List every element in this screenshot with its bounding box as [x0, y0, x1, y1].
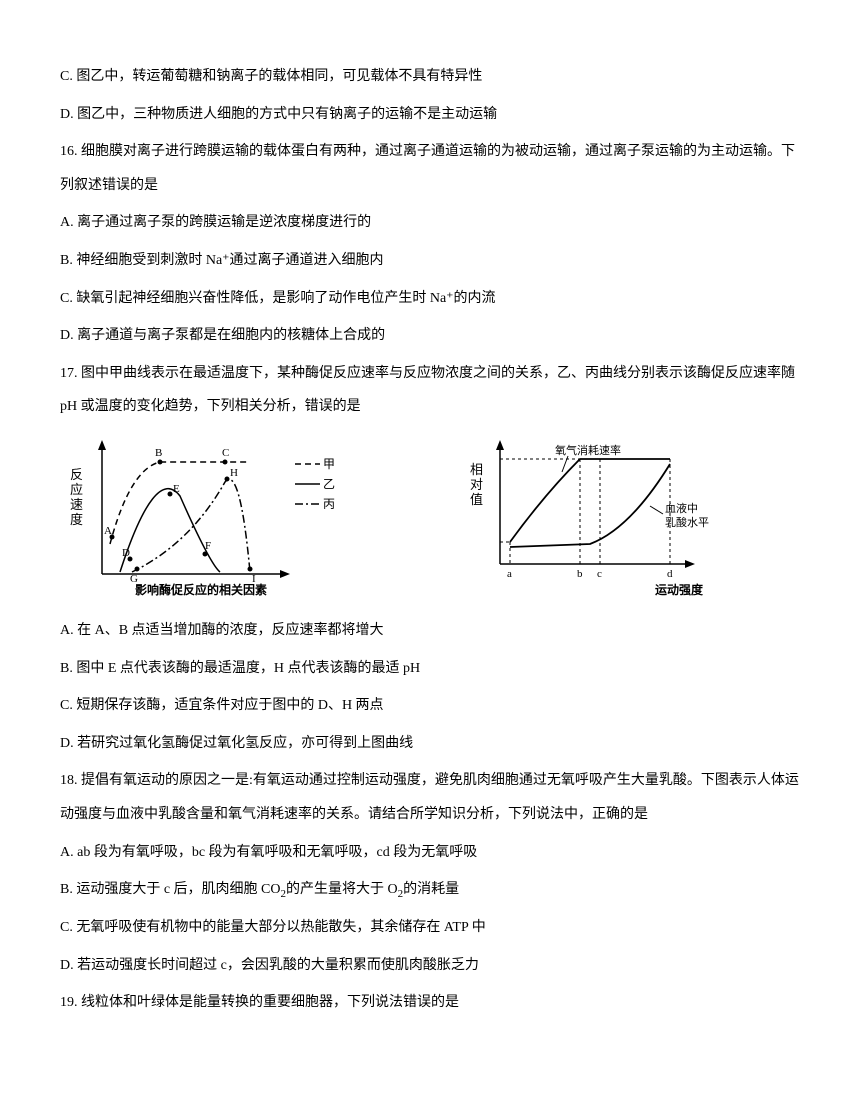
q18-option-a: A. ab 段为有氧呼吸，bc 段为有氧呼吸和无氧呼吸，cd 段为无氧呼吸	[60, 836, 800, 870]
svg-text:运动强度: 运动强度	[655, 582, 704, 597]
option-c: C. 图乙中，转运葡萄糖和钠离子的载体相同，可见载体不具有特异性	[60, 60, 800, 94]
svg-text:D: D	[122, 547, 130, 559]
q17-option-d: D. 若研究过氧化氢酶促过氧化氢反应，亦可得到上图曲线	[60, 727, 800, 761]
svg-text:C: C	[222, 447, 229, 459]
svg-text:速: 速	[70, 497, 83, 512]
q18-option-b: B. 运动强度大于 c 后，肌肉细胞 CO2的产生量将大于 O2的消耗量	[60, 873, 800, 907]
question-19: 19. 线粒体和叶绿体是能量转换的重要细胞器，下列说法错误的是	[60, 986, 800, 1020]
svg-text:血液中: 血液中	[665, 501, 698, 515]
svg-text:乙: 乙	[323, 477, 335, 491]
question-17: 17. 图中甲曲线表示在最适温度下，某种酶促反应速率与反应物浓度之间的关系，乙、…	[60, 357, 800, 424]
q17-option-a: A. 在 A、B 点适当增加酶的浓度，反应速率都将增大	[60, 614, 800, 648]
svg-text:氧气消耗速率: 氧气消耗速率	[555, 443, 621, 457]
q16-option-a: A. 离子通过离子泵的跨膜运输是逆浓度梯度进行的	[60, 206, 800, 240]
svg-text:值: 值	[470, 492, 483, 507]
svg-text:H: H	[230, 467, 238, 479]
svg-text:d: d	[667, 568, 673, 580]
svg-text:E: E	[173, 483, 180, 495]
svg-text:相: 相	[470, 462, 483, 477]
option-d: D. 图乙中，三种物质进人细胞的方式中只有钠离子的运输不是主动运输	[60, 98, 800, 132]
svg-text:影响酶促反应的相关因素: 影响酶促反应的相关因素	[135, 582, 267, 597]
figures-row: 反 应 速 度 A B C D E F G H I 甲 乙 丙 影响酶促反应的相…	[60, 434, 800, 604]
svg-text:a: a	[507, 568, 512, 580]
svg-text:c: c	[597, 568, 602, 580]
q16-option-c: C. 缺氧引起神经细胞兴奋性降低，是影响了动作电位产生时 Na⁺的内流	[60, 282, 800, 316]
svg-text:对: 对	[470, 477, 483, 492]
figure-exercise-chart: 相 对 值 氧气消耗速率 血液中 乳酸水平 a b c d 运动强度	[460, 434, 720, 604]
svg-text:A: A	[104, 525, 112, 537]
svg-text:乳酸水平: 乳酸水平	[665, 515, 709, 529]
q17-option-b: B. 图中 E 点代表该酶的最适温度，H 点代表该酶的最适 pH	[60, 652, 800, 686]
question-16: 16. 细胞膜对离子进行跨膜运输的载体蛋白有两种，通过离子通道运输的为被动运输，…	[60, 135, 800, 202]
fig1-ylabel: 反	[70, 467, 83, 482]
q18-option-d: D. 若运动强度长时间超过 c，会因乳酸的大量积累而使肌肉酸胀乏力	[60, 949, 800, 983]
svg-text:甲: 甲	[323, 457, 335, 471]
svg-text:b: b	[577, 568, 583, 580]
q17-option-c: C. 短期保存该酶，适宜条件对应于图中的 D、H 两点	[60, 689, 800, 723]
svg-text:丙: 丙	[323, 497, 335, 511]
svg-text:应: 应	[70, 482, 83, 497]
svg-text:B: B	[155, 447, 162, 459]
svg-text:度: 度	[70, 512, 83, 527]
q18-option-c: C. 无氧呼吸使有机物中的能量大部分以热能散失，其余储存在 ATP 中	[60, 911, 800, 945]
figure-enzyme-chart: 反 应 速 度 A B C D E F G H I 甲 乙 丙 影响酶促反应的相…	[60, 434, 340, 604]
svg-text:F: F	[205, 540, 211, 552]
question-18: 18. 提倡有氧运动的原因之一是:有氧运动通过控制运动强度，避免肌肉细胞通过无氧…	[60, 764, 800, 831]
q16-option-d: D. 离子通道与离子泵都是在细胞内的核糖体上合成的	[60, 319, 800, 353]
q16-option-b: B. 神经细胞受到刺激时 Na⁺通过离子通道进入细胞内	[60, 244, 800, 278]
